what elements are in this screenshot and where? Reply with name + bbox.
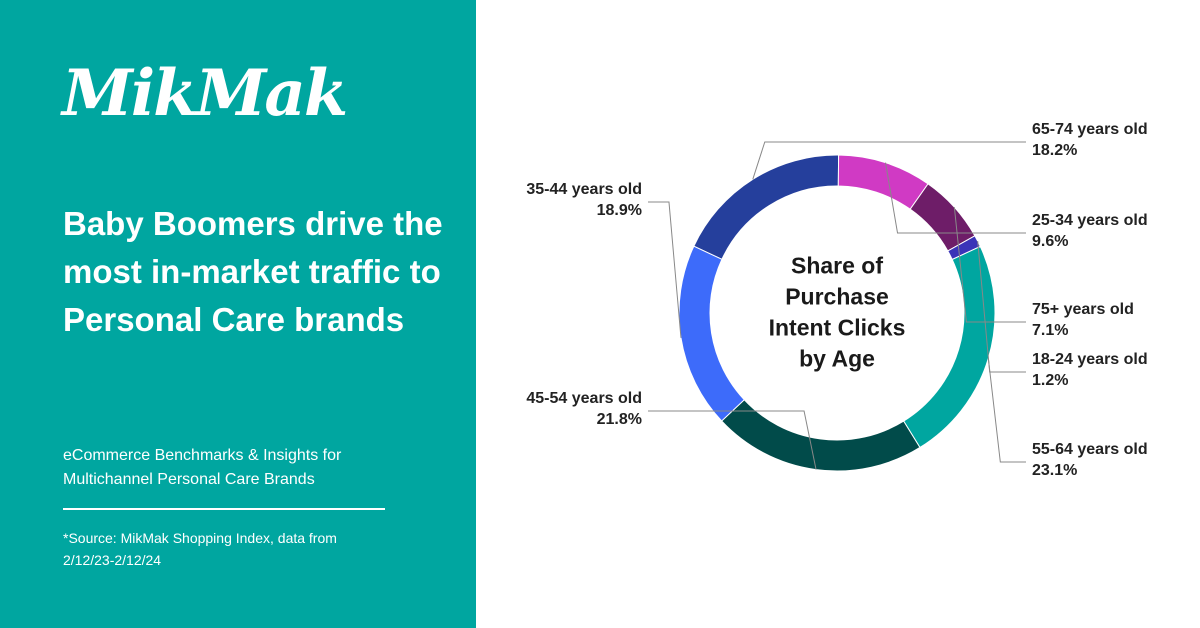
slice-value: 18.9% [597,202,642,219]
donut-slices [678,154,996,472]
slice-labels: 65-74 years old 18.2% 25-34 years old 9.6% 7… [526,121,1147,479]
center-title-line: Intent Clicks [769,315,906,341]
leader-line [885,162,1026,234]
slice-label: 35-44 years old [526,181,642,198]
divider [63,508,385,510]
slice-value: 1.2% [1032,372,1068,389]
slice-value: 9.6% [1032,233,1068,250]
mikmak-logo: MikMak [62,56,348,131]
slice-value: 18.2% [1032,142,1077,159]
slice-label: 45-54 years old [526,390,642,407]
slice-45-54-years-old [720,399,921,472]
center-title-line: by Age [799,346,875,372]
left-panel: MikMak Baby Boomers drive the most in-ma… [0,0,476,628]
subtitle: eCommerce Benchmarks & Insights for Mult… [63,447,342,488]
center-title: Share of Purchase Intent Clicks by Age [769,253,906,372]
slice-label: 55-64 years old [1032,441,1148,458]
leader-line [648,201,682,338]
slice-label: 65-74 years old [1032,121,1148,138]
source-note: *Source: MikMak Shopping Index, data fro… [63,530,337,568]
headline: Baby Boomers drive the most in-market tr… [63,205,443,338]
slice-label: 18-24 years old [1032,351,1148,368]
slice-value: 23.1% [1032,462,1077,479]
donut-chart: 65-74 years old 18.2% 25-34 years old 9.6% 7… [526,121,1147,479]
leader-line [953,207,1026,323]
leader-line [987,358,1026,463]
center-title-line: Share of [791,253,883,279]
leader-line [752,141,1026,180]
slice-value: 21.8% [597,411,642,428]
chart-area: 65-74 years old 18.2% 25-34 years old 9.6% 7… [476,0,1200,628]
slice-label: 75+ years old [1032,301,1134,318]
slice-25-34-years-old [837,154,929,210]
center-title-line: Purchase [785,284,889,310]
slice-35-44-years-old [678,245,745,422]
slice-label: 25-34 years old [1032,212,1148,229]
slice-value: 7.1% [1032,322,1068,339]
slice-65-74-years-old [693,154,840,260]
leader-lines [648,141,1026,470]
leader-line [648,410,817,470]
